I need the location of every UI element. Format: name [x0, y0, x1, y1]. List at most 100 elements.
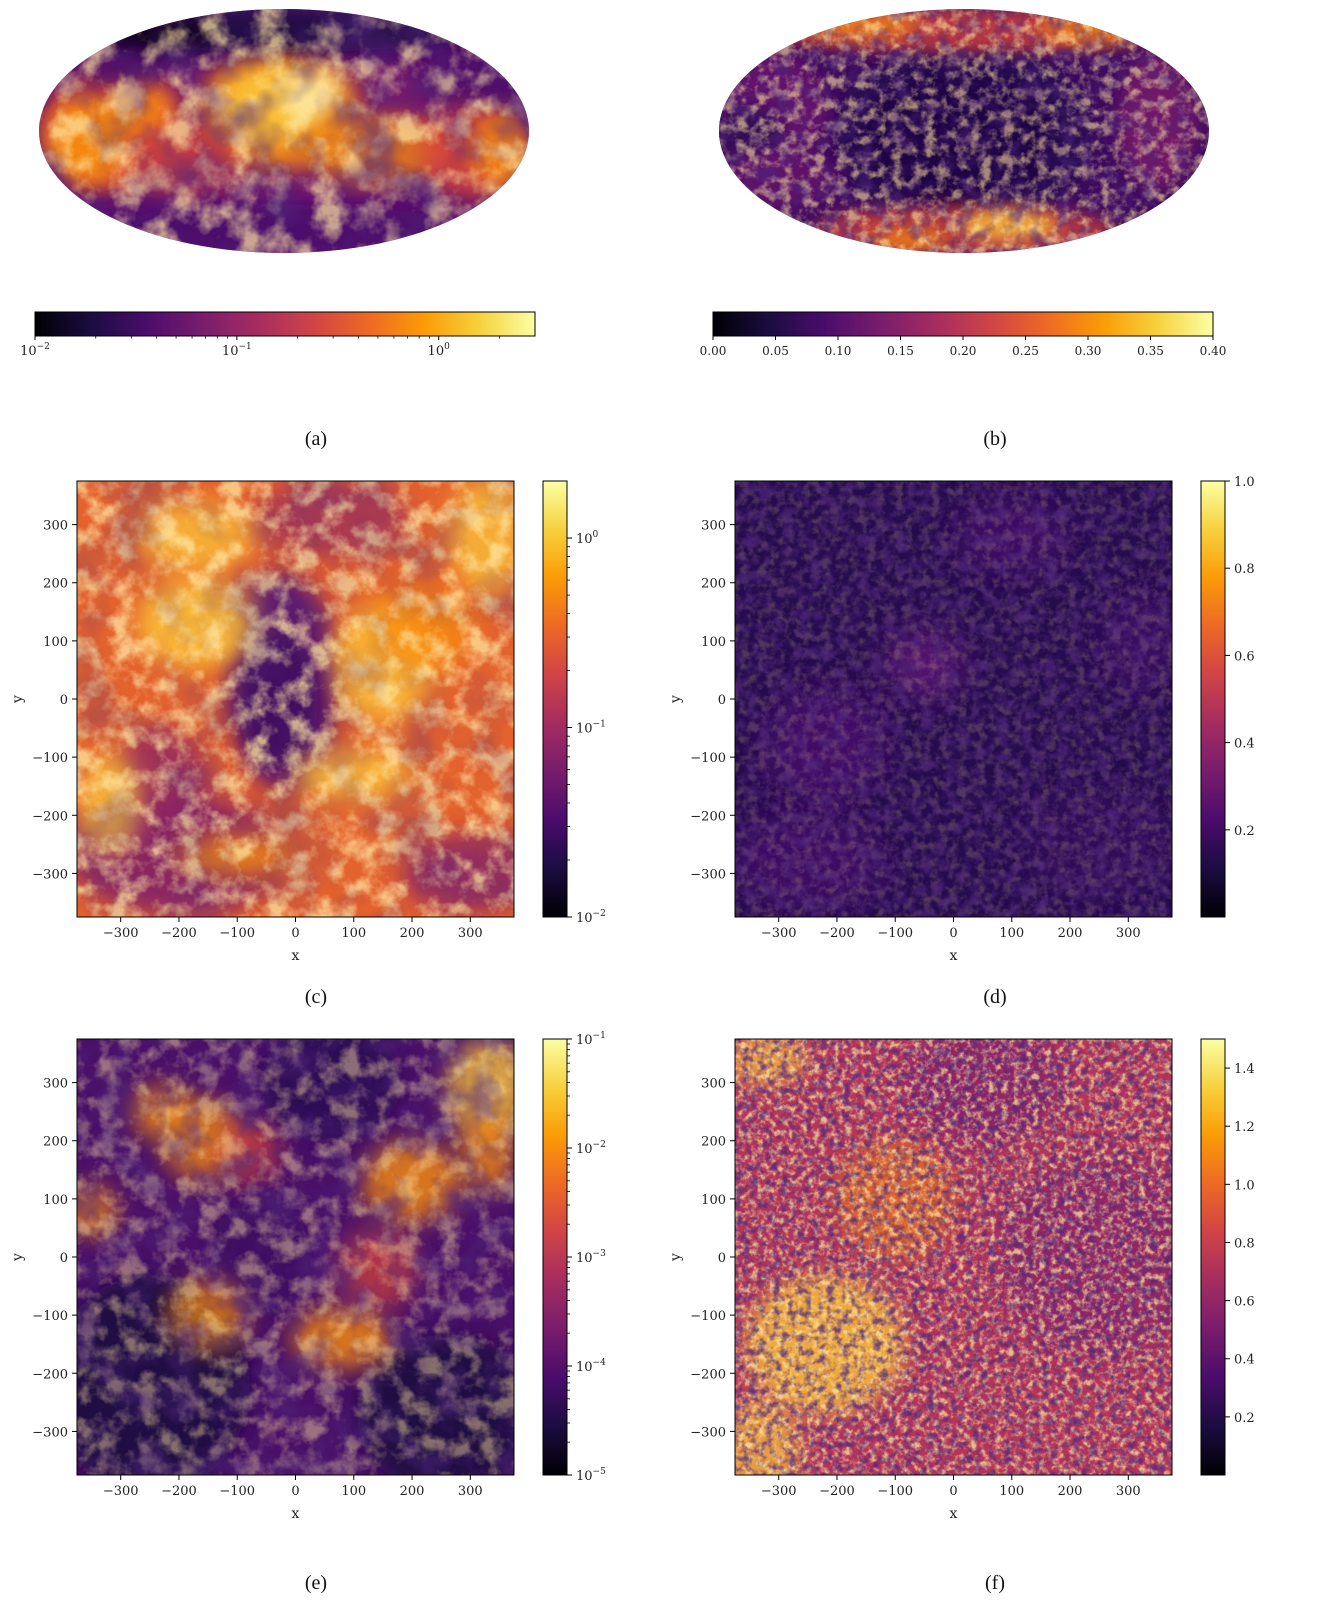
panel-label-e: (e)	[304, 1572, 328, 1594]
chart-d: −300 −200 −100 0 100 200 300 −300 −200 −100 0 100 20…	[668, 475, 1255, 964]
colorbar	[542, 1038, 568, 1476]
panel-label-d: (d)	[983, 986, 1007, 1008]
colorbar-tick-label: 1.4	[1234, 1062, 1255, 1077]
y-tick-label: 300	[701, 519, 726, 534]
colorbar-tick-label: 10−2	[576, 1140, 606, 1157]
colorbar-tick-label: 0.6	[1234, 649, 1255, 664]
y-tick-label: 100	[701, 635, 726, 650]
y-axis-label: y	[668, 695, 684, 704]
y-tick-label: 0	[718, 1251, 726, 1266]
x-tick-label: 100	[341, 1484, 366, 1499]
x-tick-label: 300	[458, 926, 483, 941]
x-tick-label: 200	[1058, 1484, 1083, 1499]
y-tick-label: 200	[43, 577, 68, 592]
y-axis-label: y	[10, 1253, 26, 1262]
colorbar-tick-label: 0.00	[700, 344, 727, 358]
x-tick-label: −300	[761, 1484, 797, 1499]
x-tick-label: 100	[999, 926, 1024, 941]
y-axis-label: y	[10, 695, 26, 704]
colorbar-tick-label: 1.0	[1234, 475, 1255, 490]
x-tick-label: 0	[291, 926, 299, 941]
y-tick-label: −100	[32, 1309, 68, 1324]
chart-b: 0.00 0.05 0.10 0.15 0.20 0.25 0.30 0.35 0.40	[700, 9, 1227, 358]
colorbar-tick-label: 0.6	[1234, 1295, 1255, 1310]
colorbar-tick-label: 0.4	[1234, 737, 1255, 752]
y-tick-label: 0	[60, 1251, 68, 1266]
x-tick-label: −300	[103, 926, 139, 941]
y-tick-label: 300	[701, 1077, 726, 1092]
colorbar-tick-label: 0.8	[1234, 1236, 1255, 1251]
x-tick-label: −300	[761, 926, 797, 941]
y-tick-label: 0	[718, 693, 726, 708]
x-tick-label: 300	[458, 1484, 483, 1499]
x-tick-label: −100	[219, 1484, 255, 1499]
x-tick-label: 200	[1058, 926, 1083, 941]
y-tick-label: 200	[43, 1135, 68, 1150]
colorbar	[34, 311, 536, 337]
x-tick-label: −100	[877, 926, 913, 941]
x-axis-label: x	[950, 948, 958, 964]
chart-e: −300 −200 −100 0 100 200 300 −300 −200 −100 0 100 20…	[10, 1031, 606, 1522]
y-axis-label: y	[668, 1253, 684, 1262]
chart-a: 10−2 10−1 100	[20, 9, 536, 359]
y-tick-label: −300	[32, 867, 68, 882]
colorbar-tick-label: 100	[576, 530, 599, 547]
y-tick-label: −100	[690, 751, 726, 766]
y-tick-label: −200	[32, 809, 68, 824]
x-tick-label: 0	[949, 926, 957, 941]
y-tick-label: −200	[690, 809, 726, 824]
colorbar-tick-label: 0.10	[825, 344, 852, 358]
colorbar-tick-label: 1.0	[1234, 1178, 1255, 1193]
y-tick-label: −300	[32, 1425, 68, 1440]
x-axis-label: x	[292, 1506, 300, 1522]
panel-label-a: (a)	[304, 428, 328, 450]
colorbar-tick-label: 10−1	[576, 1031, 606, 1048]
colorbar-tick-label: 0.20	[950, 344, 977, 358]
colorbar-tick-label: 10−3	[576, 1249, 606, 1266]
colorbar-tick-label: 100	[428, 342, 451, 359]
colorbar-tick-label: 10−5	[576, 1467, 606, 1484]
y-tick-label: −100	[32, 751, 68, 766]
x-tick-label: −200	[161, 1484, 197, 1499]
colorbar-tick-label: 0.05	[762, 344, 789, 358]
colorbar-tick-label: 0.15	[887, 344, 914, 358]
colorbar-tick-label: 0.30	[1075, 344, 1102, 358]
colorbar	[712, 311, 1214, 337]
y-tick-label: −200	[690, 1367, 726, 1382]
y-tick-label: 0	[60, 693, 68, 708]
y-tick-label: −300	[690, 1425, 726, 1440]
colorbar	[1200, 1038, 1226, 1476]
colorbar-tick-label: 1.2	[1234, 1120, 1255, 1135]
colorbar-tick-label: 10−2	[20, 342, 50, 359]
colorbar-tick-label: 0.8	[1234, 562, 1255, 577]
y-tick-label: 300	[43, 519, 68, 534]
x-tick-label: −200	[161, 926, 197, 941]
colorbar-tick-label: 0.2	[1234, 824, 1255, 839]
y-tick-label: 100	[43, 1193, 68, 1208]
x-tick-label: −300	[103, 1484, 139, 1499]
colorbar-tick-label: 0.2	[1234, 1411, 1255, 1426]
y-tick-label: 200	[701, 577, 726, 592]
x-tick-label: 0	[291, 1484, 299, 1499]
x-tick-label: −200	[819, 926, 855, 941]
x-tick-label: 0	[949, 1484, 957, 1499]
x-tick-label: 100	[999, 1484, 1024, 1499]
x-axis-label: x	[292, 948, 300, 964]
chart-f: −300 −200 −100 0 100 200 300 −300 −200 −100 0 100 20…	[668, 1038, 1255, 1522]
colorbar-tick-label: 0.40	[1200, 344, 1227, 358]
panel-label-f: (f)	[985, 1572, 1005, 1594]
x-tick-label: 300	[1116, 926, 1141, 941]
colorbar-tick-label: 10−1	[576, 720, 606, 737]
colorbar-tick-label: 0.25	[1012, 344, 1039, 358]
x-axis-label: x	[950, 1506, 958, 1522]
panel-label-b: (b)	[983, 428, 1007, 450]
x-tick-label: −200	[819, 1484, 855, 1499]
y-tick-label: −200	[32, 1367, 68, 1382]
y-tick-label: 300	[43, 1077, 68, 1092]
colorbar-tick-label: 10−1	[222, 342, 252, 359]
colorbar-tick-label: 0.4	[1234, 1353, 1255, 1368]
x-tick-label: −100	[219, 926, 255, 941]
colorbar	[1200, 480, 1226, 918]
y-tick-label: −100	[690, 1309, 726, 1324]
colorbar	[542, 480, 568, 918]
